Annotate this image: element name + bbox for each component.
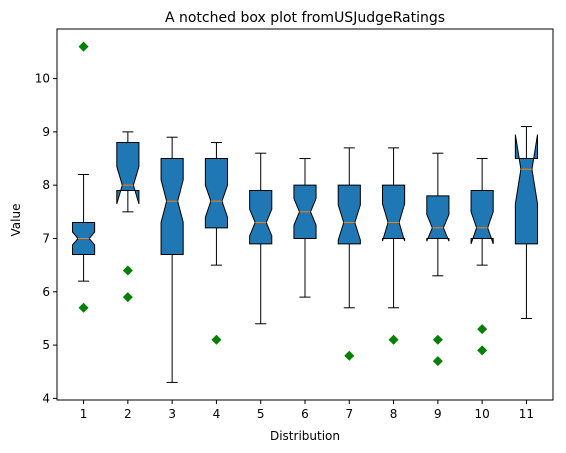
chart-title: A notched box plot fromUSJudgeRatings	[165, 10, 445, 26]
flier-point	[79, 42, 89, 52]
y-axis-label: Value	[9, 204, 23, 237]
y-tick-label: 8	[42, 178, 50, 192]
y-tick-label: 5	[42, 338, 50, 352]
y-tick-label: 6	[42, 285, 50, 299]
box-8	[383, 185, 405, 241]
flier-point	[123, 265, 133, 275]
x-tick-label: 9	[434, 407, 442, 421]
flier-point	[389, 335, 399, 345]
flier-point	[123, 292, 133, 302]
x-tick-label: 1	[80, 407, 88, 421]
flier-point	[433, 356, 443, 366]
x-tick-label: 3	[168, 407, 176, 421]
flier-point	[477, 345, 487, 355]
flier-point	[344, 351, 354, 361]
x-tick-label: 2	[124, 407, 132, 421]
x-tick-label: 8	[390, 407, 398, 421]
x-tick-label: 6	[301, 407, 309, 421]
box-10	[471, 191, 493, 244]
x-tick-label: 10	[475, 407, 490, 421]
flier-point	[211, 335, 221, 345]
x-tick-label: 5	[257, 407, 265, 421]
flier-point	[477, 324, 487, 334]
box-3	[161, 159, 183, 255]
x-tick-label: 7	[345, 407, 353, 421]
y-tick-label: 4	[42, 391, 50, 405]
plot-area: 4 5 6 7 8 9 10 1 2 3 4 5 6 7 8 9 10 11	[35, 42, 538, 421]
box-7	[338, 185, 360, 244]
y-tick-label: 10	[35, 72, 50, 86]
flier-point	[433, 335, 443, 345]
y-tick-label: 7	[42, 231, 50, 245]
y-tick-label: 9	[42, 125, 50, 139]
flier-point	[79, 303, 89, 313]
box-4	[205, 159, 227, 228]
x-axis-label: Distribution	[270, 429, 340, 443]
x-tick-label: 11	[519, 407, 534, 421]
x-tick-label: 4	[213, 407, 221, 421]
box-9	[427, 196, 449, 241]
box-5	[250, 191, 272, 244]
